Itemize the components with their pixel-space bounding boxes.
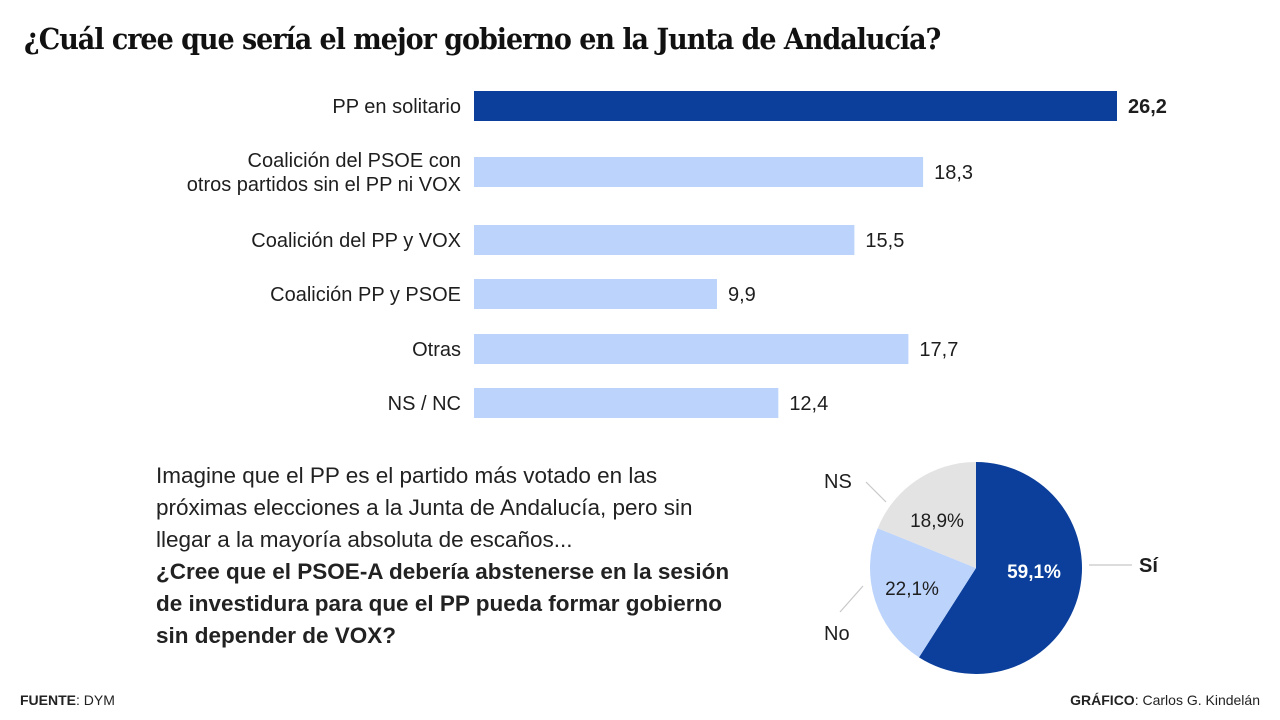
category-label: otros partidos sin el PP ni VOX bbox=[187, 174, 461, 196]
category-label: PP en solitario bbox=[332, 96, 461, 118]
bar bbox=[474, 334, 909, 364]
category-label: Coalición PP y PSOE bbox=[270, 284, 461, 306]
bar-row: Coalición PP y PSOE 9,9 bbox=[270, 279, 756, 309]
bar-row: Otras 17,7 bbox=[412, 334, 958, 364]
value-label: 18,3 bbox=[934, 162, 973, 184]
source-credit: FUENTE: DYM bbox=[20, 692, 115, 708]
bar-row: NS / NC 12,4 bbox=[388, 388, 828, 418]
slice-category-label: No bbox=[824, 623, 850, 645]
bar-row: Coalición del PP y VOX 15,5 bbox=[251, 225, 904, 255]
pie-chart: 59,1% Sí 22,1% No 18,9% NS bbox=[824, 462, 1159, 674]
bar-row: PP en solitario 26,2 bbox=[332, 91, 1167, 121]
leader-line bbox=[839, 585, 864, 613]
value-label: 17,7 bbox=[919, 339, 958, 361]
category-label: Coalición del PSOE con bbox=[248, 150, 461, 172]
category-label: Otras bbox=[412, 339, 461, 361]
slice-category-label: Sí bbox=[1139, 555, 1159, 577]
bar-chart: PP en solitario 26,2 Coalición del PSOE co… bbox=[187, 91, 1167, 418]
leader-line bbox=[865, 481, 887, 503]
value-label: 15,5 bbox=[865, 230, 904, 252]
source-label: FUENTE bbox=[20, 692, 76, 708]
bar bbox=[474, 157, 924, 187]
value-label: 9,9 bbox=[728, 284, 756, 306]
slice-value-label: 22,1% bbox=[885, 579, 939, 600]
pie-slice bbox=[870, 528, 976, 658]
slice-value-label: 18,9% bbox=[910, 511, 964, 532]
graphic-credit: GRÁFICO: Carlos G. Kindelán bbox=[1070, 692, 1260, 708]
bar bbox=[474, 225, 855, 255]
slice-category-label: NS bbox=[824, 471, 852, 493]
value-label: 12,4 bbox=[789, 393, 828, 415]
pie-slice-group: 18,9% NS bbox=[824, 462, 976, 568]
chart-title: ¿Cuál cree que sería el mejor gobierno e… bbox=[24, 22, 941, 56]
bar bbox=[474, 388, 779, 418]
credit-label: GRÁFICO bbox=[1070, 692, 1135, 708]
value-label: 26,2 bbox=[1128, 96, 1167, 118]
pie-slice bbox=[877, 462, 976, 568]
category-label: Coalición del PP y VOX bbox=[251, 230, 461, 252]
question-intro: Imagine que el PP es el partido más vota… bbox=[156, 463, 693, 552]
bar bbox=[474, 279, 717, 309]
question-ask: ¿Cree que el PSOE-A debería abstenerse e… bbox=[156, 559, 730, 648]
pie-question: Imagine que el PP es el partido más vota… bbox=[156, 460, 746, 652]
pie-slice bbox=[918, 462, 1082, 674]
source-value: : DYM bbox=[76, 692, 115, 708]
pie-slice-group: 59,1% Sí bbox=[918, 462, 1159, 674]
category-label: NS / NC bbox=[388, 393, 461, 415]
pie-slice-group: 22,1% No bbox=[824, 528, 976, 658]
bar bbox=[474, 91, 1117, 121]
credit-value: : Carlos G. Kindelán bbox=[1134, 692, 1260, 708]
slice-value-label: 59,1% bbox=[1007, 562, 1061, 583]
